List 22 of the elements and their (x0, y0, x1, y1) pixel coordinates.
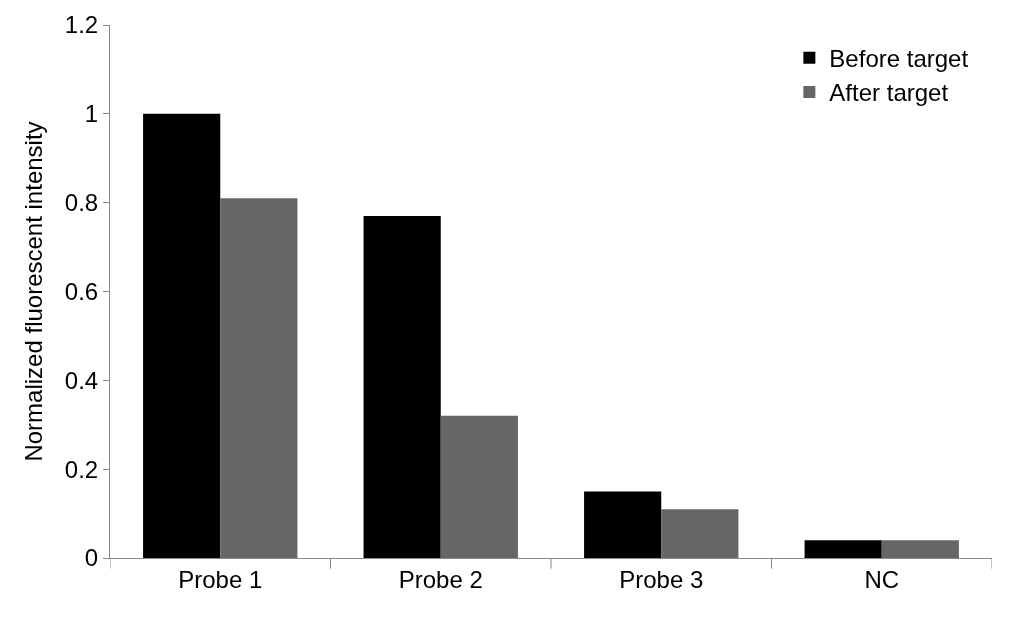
bar (220, 198, 298, 558)
x-tick-label: NC (864, 565, 900, 593)
bar (804, 540, 882, 558)
bar (440, 415, 518, 558)
bar (363, 215, 441, 558)
y-tick-label: 0.2 (64, 455, 99, 483)
y-tick-label: 0.6 (64, 277, 99, 305)
x-tick-label: Probe 2 (398, 565, 483, 593)
bar (143, 113, 221, 558)
bar (881, 540, 959, 558)
bar (661, 509, 739, 558)
y-tick-label: 0.8 (64, 189, 99, 217)
y-tick-label: 0.4 (64, 366, 99, 394)
x-tick-label: Probe 3 (619, 565, 704, 593)
y-tick-label: 1.2 (64, 11, 99, 39)
y-tick-label: 1 (84, 100, 99, 128)
y-tick-label: 0 (84, 544, 99, 572)
x-tick-label: Probe 1 (178, 565, 263, 593)
legend-label: After target (829, 79, 949, 107)
legend-label: Before target (829, 45, 969, 73)
bar (584, 491, 662, 558)
y-axis-title: Normalized fluorescent intensity (19, 121, 47, 462)
